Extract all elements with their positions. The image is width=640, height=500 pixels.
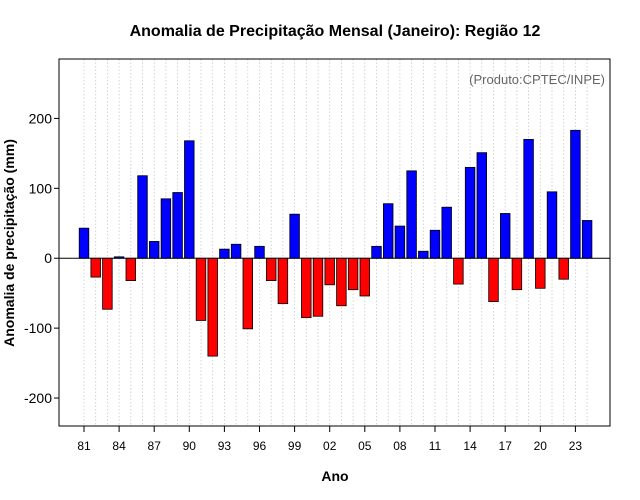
x-tick-label-05: 05 <box>358 439 372 453</box>
x-axis: 81 84 87 90 93 96 99 02 05 08 11 14 17 20 23 <box>77 426 582 453</box>
bar-1989 <box>172 192 183 259</box>
bar-1992 <box>207 257 218 357</box>
grid <box>83 59 588 426</box>
bar-1993 <box>219 248 230 259</box>
bar-2016 <box>488 257 499 302</box>
x-tick-label-90: 90 <box>183 439 197 453</box>
bar-2013 <box>453 257 464 285</box>
y-tick-label-200: 200 <box>29 110 53 126</box>
bar-1998 <box>277 257 289 305</box>
bar-1987 <box>148 241 160 259</box>
bar-2006 <box>371 245 382 259</box>
bar-2000 <box>301 257 312 319</box>
bar-2002 <box>324 257 335 286</box>
bar-2004 <box>347 257 359 291</box>
bar-2008 <box>394 225 406 259</box>
x-tick-label-96: 96 <box>253 439 267 453</box>
bar-1996 <box>254 245 265 259</box>
bar-2023 <box>570 129 581 259</box>
x-tick-label-87: 87 <box>148 439 162 453</box>
x-tick-label-81: 81 <box>77 439 91 453</box>
bar-2012 <box>441 206 452 259</box>
bar-2015 <box>476 152 488 259</box>
y-tick-label-0: 0 <box>44 250 52 266</box>
x-tick-label-17: 17 <box>499 439 513 453</box>
bar-2001 <box>312 257 324 317</box>
bar-1983 <box>102 257 113 310</box>
plot-frame <box>58 58 611 427</box>
bar-1982 <box>90 257 101 278</box>
bar-1994 <box>230 243 242 259</box>
x-tick-label-11: 11 <box>429 439 442 453</box>
bar-1991 <box>195 257 207 321</box>
bar-2010 <box>418 250 429 259</box>
bar-2011 <box>429 229 441 259</box>
bar-1988 <box>160 198 172 259</box>
x-tick-label-02: 02 <box>323 439 337 453</box>
bar-1985 <box>125 257 137 281</box>
bar-2003 <box>336 257 347 307</box>
bar-2009 <box>406 170 417 259</box>
bar-2019 <box>523 138 534 259</box>
bars <box>78 129 593 357</box>
bar-1981 <box>78 227 90 259</box>
bar-2014 <box>464 166 476 259</box>
x-tick-label-23: 23 <box>569 439 583 453</box>
bar-2024 <box>581 220 593 259</box>
bar-2017 <box>499 213 511 259</box>
y-axis-title: Anomalia de precipitação (mm) <box>1 139 17 347</box>
y-axis: -200 -100 0 100 200 <box>24 110 59 406</box>
bar-2007 <box>382 203 394 259</box>
bar-2018 <box>511 257 523 291</box>
x-tick-label-08: 08 <box>393 439 407 453</box>
y-tick-label-100: 100 <box>29 180 53 196</box>
chart-title: Anomalia de Precipitação Mensal (Janeiro… <box>130 23 541 40</box>
bar-1986 <box>137 175 148 259</box>
bar-1990 <box>184 140 195 259</box>
x-axis-title: Ano <box>321 468 348 484</box>
x-tick-label-93: 93 <box>218 439 232 453</box>
x-tick-label-84: 84 <box>112 439 126 453</box>
x-tick-label-99: 99 <box>288 439 302 453</box>
source-note: (Produto:CPTEC/INPE) <box>469 72 605 87</box>
x-tick-label-20: 20 <box>534 439 548 453</box>
bar-1999 <box>289 213 300 259</box>
bar-2020 <box>535 257 546 289</box>
x-tick-label-14: 14 <box>463 439 477 453</box>
bar-1995 <box>242 257 254 330</box>
bar-2005 <box>359 257 371 297</box>
y-tick-label--200: -200 <box>24 390 52 406</box>
bar-2022 <box>558 257 569 280</box>
bar-1997 <box>265 257 277 281</box>
bar-2021 <box>546 191 558 259</box>
y-tick-label--100: -100 <box>24 320 52 336</box>
